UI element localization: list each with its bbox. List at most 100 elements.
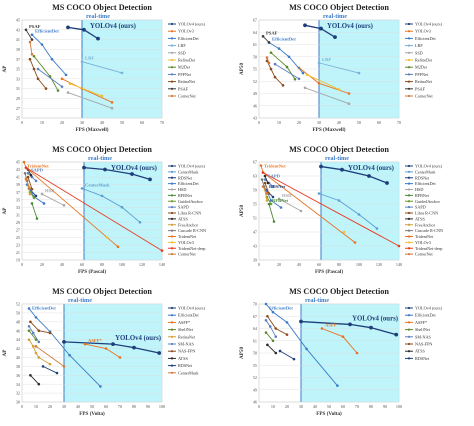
data-point — [287, 55, 291, 59]
x-tick-label: 60 — [341, 404, 345, 409]
x-tick-label: 30 — [299, 404, 303, 409]
realtime-label: real-time — [323, 13, 347, 20]
legend-marker-sm-nas — [170, 342, 174, 346]
series-yolov4-ours — [82, 165, 152, 182]
series-line — [262, 186, 268, 194]
annotation-rfbnet: RFBNet — [272, 198, 289, 203]
legend-label-retinanet: RetinaNet — [178, 334, 196, 339]
data-point — [27, 338, 31, 341]
panels: MS COCO Object Detectionreal-time2527293… — [2, 3, 443, 417]
data-point — [34, 316, 38, 319]
y-tick-label: 43 — [253, 244, 257, 249]
series-line — [266, 60, 284, 86]
series-line — [300, 320, 397, 336]
series-retinanet — [265, 59, 285, 87]
data-point — [29, 173, 33, 177]
data-point — [34, 345, 38, 348]
y-tick-label: 37 — [16, 57, 20, 62]
y-tick-label: 34 — [16, 382, 21, 387]
data-point — [100, 94, 104, 98]
y-tick-label: 31 — [16, 212, 20, 217]
legend-label-shelfnet: ShelfNet — [178, 327, 194, 332]
data-point — [82, 27, 86, 32]
x-tick-label: 60 — [104, 404, 108, 409]
x-tick-label: 120 — [139, 262, 145, 267]
x-tick-label: 50 — [120, 120, 124, 125]
legend-marker-efficientdet — [170, 314, 174, 317]
annotation-tridentnet: TridentNet — [264, 164, 286, 169]
data-point — [281, 84, 285, 87]
legend-label-nas-fpn: NAS-FPN — [178, 349, 195, 354]
data-point — [105, 236, 109, 239]
data-point — [267, 192, 271, 195]
chart-title: MS COCO Object Detection — [52, 145, 152, 154]
data-point — [301, 71, 305, 75]
data-point — [104, 347, 108, 350]
series-hsd — [40, 192, 66, 207]
series-rfbnet — [267, 202, 276, 223]
data-point — [337, 88, 341, 91]
data-point — [305, 73, 309, 77]
series-tridentnet-deep — [24, 166, 164, 252]
legend-marker-m2det — [407, 66, 411, 69]
y-tick-label: 23 — [16, 243, 20, 248]
series-line — [42, 365, 58, 374]
series-line — [279, 350, 295, 360]
x-tick-label: 10 — [40, 120, 44, 125]
x-axis-label: FPS (Maxwell) — [76, 126, 109, 133]
data-point — [341, 335, 345, 338]
data-point — [60, 85, 64, 88]
annotation-hsd: HSD — [45, 188, 55, 193]
data-point — [269, 51, 273, 54]
series-line — [29, 59, 47, 89]
x-tick-label: 50 — [327, 404, 331, 409]
legend-marker-cornernet — [407, 253, 411, 256]
legend-marker-retinanet — [170, 335, 174, 338]
y-tick-label: 40 — [16, 355, 20, 360]
data-point — [333, 35, 337, 40]
data-point — [303, 23, 307, 28]
series-nas-fpn — [266, 314, 289, 336]
legend-label-m2det: M2Det — [178, 65, 191, 70]
legend-label-yolov3: YOLOv3 — [178, 240, 194, 245]
data-point — [60, 77, 64, 81]
annotation-yolov4-ours: YOLOv4 (ours) — [90, 23, 136, 30]
annotation-sapd: SAPD — [268, 174, 281, 179]
data-point — [36, 77, 40, 81]
legend-marker-efficientdet — [407, 182, 411, 185]
legend: YOLOv4 (ours) EfficientDet ASFF* ShelfNet Re… — [168, 306, 205, 375]
y-tick-label: 39 — [16, 47, 20, 52]
data-point — [83, 342, 87, 346]
data-point — [28, 40, 32, 44]
data-point — [319, 26, 323, 31]
chart-title: MS COCO Object Detection — [52, 287, 152, 296]
data-point — [27, 324, 31, 328]
series-line — [278, 198, 302, 212]
legend-label-efficientdet: EfficientDet — [415, 36, 436, 41]
legend-label-yolov3: YOLOv3 — [178, 29, 194, 34]
y-axis-label: AP50 — [239, 205, 245, 218]
legend-label-lrf: LRF — [178, 43, 186, 48]
data-point — [279, 206, 283, 209]
data-point — [68, 353, 71, 357]
y-tick-label: 52 — [253, 375, 257, 380]
x-tick-label: 80 — [100, 262, 104, 267]
y-tick-label: 27 — [16, 227, 20, 232]
series-line — [306, 74, 340, 90]
data-point — [41, 365, 45, 368]
series-line — [304, 87, 350, 105]
legend-label-cascade-r-cnn: Cascade R-CNN — [178, 228, 206, 233]
legend-marker-cornernet — [170, 94, 174, 98]
data-point — [120, 71, 124, 75]
legend-marker-pfpnet — [170, 73, 174, 76]
series-sapd — [26, 172, 38, 183]
series-yolov4-ours — [303, 23, 337, 40]
legend-marker-yolov4-ours — [170, 164, 174, 168]
series-line — [268, 42, 304, 74]
legend-label-hsd: HSD — [415, 187, 423, 192]
legend-label-cornernet: CornerNet — [178, 252, 197, 257]
